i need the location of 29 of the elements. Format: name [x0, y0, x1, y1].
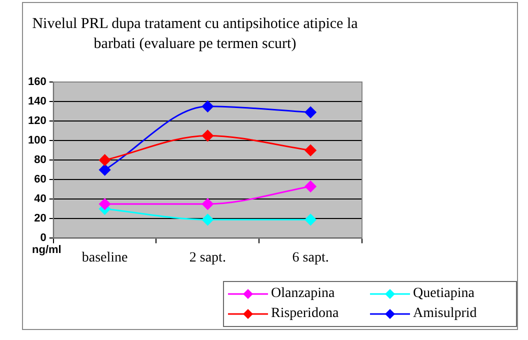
point: [202, 214, 214, 226]
point: [99, 198, 111, 210]
y-tick-label: 100: [28, 134, 46, 147]
y-tick-label: 80: [34, 154, 46, 166]
y-tick-label: 20: [34, 212, 46, 225]
legend-label: Olanzapina: [271, 286, 335, 302]
point: [99, 164, 111, 176]
y-tick-label: 40: [34, 193, 46, 206]
y-tick-label: 140: [28, 96, 46, 108]
x-tick-label: 6 sapt.: [292, 250, 329, 266]
y-tick-label: 0: [40, 232, 46, 244]
point: [304, 214, 316, 226]
x-tick-label: baseline: [82, 250, 128, 266]
y-tick-label: 60: [34, 174, 46, 186]
point: [202, 130, 214, 142]
legend-label: Risperidona: [271, 306, 339, 322]
point: [99, 154, 111, 166]
point: [304, 144, 316, 156]
point: [304, 180, 316, 192]
chart-title: Nivelul PRL dupa tratament cu antipsihotice atipice la barbati (evaluare pe termen scurt): [31, 15, 359, 54]
point: [202, 198, 214, 210]
legend-label: Quetiapina: [413, 286, 474, 302]
y-tick-label: 160: [28, 76, 46, 88]
point: [202, 100, 214, 112]
y-tick-label: 120: [28, 115, 46, 128]
point: [304, 106, 316, 118]
y-axis-title: ng/ml: [32, 244, 62, 256]
x-tick-label: 2 sapt.: [189, 250, 226, 266]
legend-label: Amisulprid: [413, 306, 477, 322]
